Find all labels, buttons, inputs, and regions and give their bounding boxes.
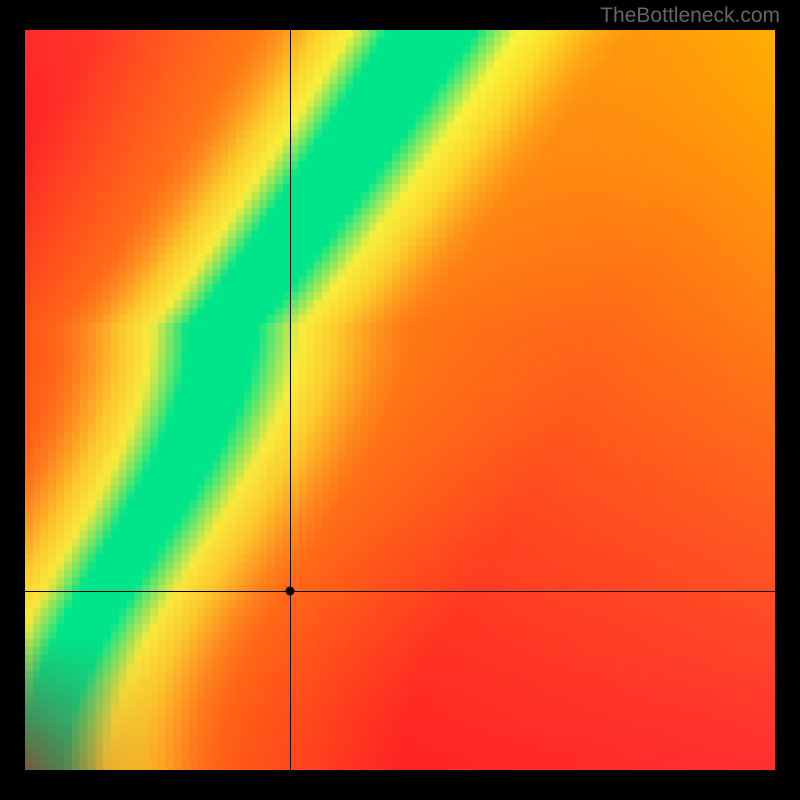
crosshair-marker [286,587,295,596]
watermark-text: TheBottleneck.com [600,4,780,28]
crosshair-vertical [290,30,291,770]
crosshair-horizontal [25,591,775,592]
heatmap-canvas [25,30,775,770]
heatmap-container: TheBottleneck.com [0,0,800,800]
